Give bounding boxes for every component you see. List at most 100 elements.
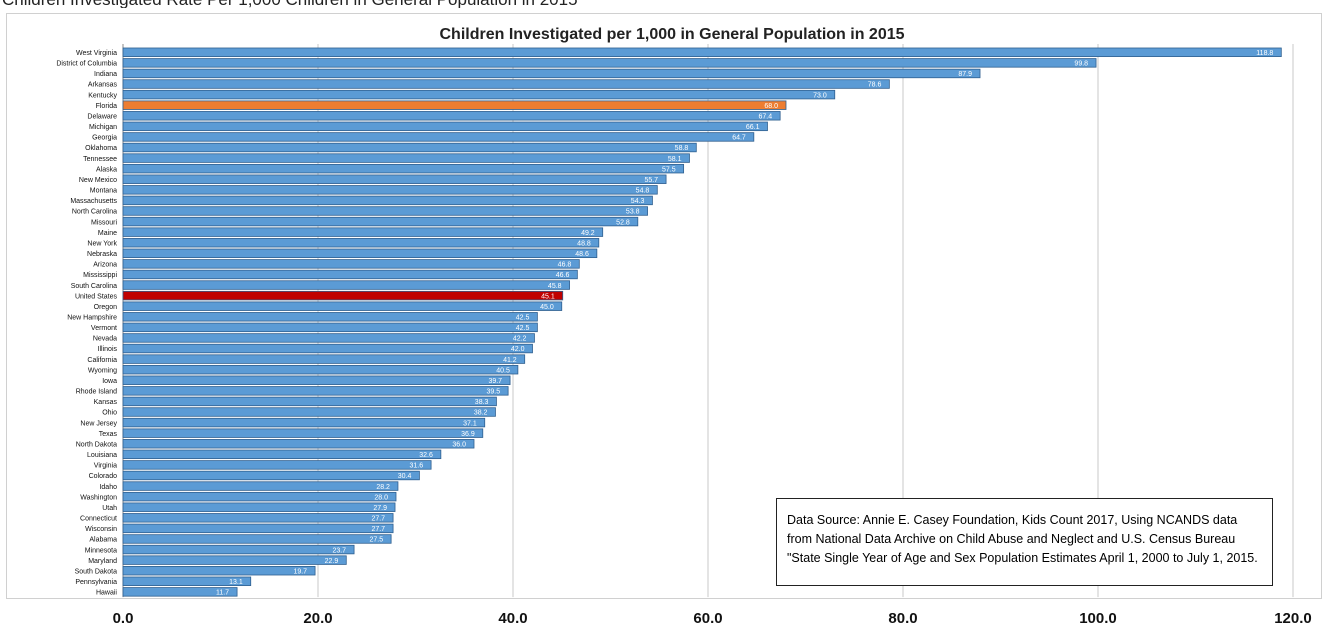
- data-source-note: Data Source: Annie E. Casey Foundation, …: [776, 498, 1273, 586]
- bar: [122, 460, 432, 470]
- value-label: 27.9: [373, 505, 387, 512]
- bar: [122, 79, 890, 89]
- value-labels: 118.8 99.8 87.9 78.6 73.0 68.0 67.4 66.164.7 58.…: [216, 50, 1273, 597]
- category-label: Connecticut: [80, 516, 117, 523]
- value-label: 37.1: [463, 420, 477, 427]
- value-label: 54.8: [636, 188, 650, 195]
- bar: [122, 269, 578, 280]
- value-label: 118.8: [1256, 50, 1273, 57]
- value-label: 32.6: [419, 452, 433, 459]
- value-label: 48.6: [575, 251, 589, 258]
- category-label: Delaware: [87, 113, 117, 120]
- value-label: 67.4: [759, 113, 773, 120]
- bar: [122, 68, 981, 79]
- bar: [122, 364, 519, 375]
- x-tick-label: 100.0: [1079, 610, 1117, 627]
- value-label: 52.8: [616, 219, 630, 226]
- bar: [122, 481, 399, 491]
- category-label: Indiana: [94, 71, 117, 78]
- category-label: Arkansas: [88, 82, 118, 89]
- category-label: District of Columbia: [56, 61, 117, 68]
- data-source-text: Data Source: Annie E. Casey Foundation, …: [787, 513, 1258, 565]
- value-label: 19.7: [293, 568, 307, 575]
- value-label: 38.3: [475, 399, 489, 406]
- value-label: 57.5: [662, 166, 676, 173]
- bar: [122, 428, 484, 438]
- category-label: Arizona: [93, 262, 117, 269]
- bar: [122, 290, 564, 301]
- value-label: 49.2: [581, 230, 595, 237]
- value-label: 45.8: [548, 283, 562, 290]
- category-label: Missouri: [91, 219, 118, 226]
- chart-title: Children Investigated per 1,000 in Gener…: [439, 26, 904, 43]
- value-label: 11.7: [216, 590, 229, 597]
- category-label: Massachusetts: [70, 198, 117, 205]
- category-label: Idaho: [99, 484, 117, 491]
- bar: [122, 259, 580, 269]
- category-label: Alaska: [96, 166, 117, 173]
- category-label: Louisiana: [87, 452, 117, 459]
- category-label: New Hampshire: [67, 314, 117, 321]
- value-label: 27.7: [371, 526, 385, 533]
- bar: [122, 142, 697, 153]
- category-label: New Jersey: [80, 420, 117, 427]
- bar: [122, 534, 392, 544]
- bar: [122, 100, 787, 110]
- bar: [122, 238, 600, 248]
- category-label: North Carolina: [72, 209, 117, 216]
- category-label: Florida: [96, 103, 118, 110]
- value-label: 55.7: [644, 177, 658, 184]
- category-label: Georgia: [92, 135, 117, 142]
- bar: [122, 312, 538, 322]
- bar: [122, 470, 420, 481]
- category-label: Oregon: [94, 304, 117, 311]
- value-label: 27.7: [371, 516, 385, 523]
- category-label: Utah: [102, 505, 117, 512]
- value-label: 40.5: [496, 367, 510, 374]
- value-label: 68.0: [764, 103, 778, 110]
- category-label: Montana: [90, 188, 117, 195]
- value-label: 42.5: [516, 325, 530, 332]
- bar: [122, 576, 252, 586]
- bars: [122, 47, 1282, 597]
- category-label: West Virginia: [76, 50, 117, 57]
- bar: [122, 587, 238, 597]
- category-label: Vermont: [91, 325, 117, 332]
- category-label: Maryland: [88, 558, 117, 565]
- value-label: 28.0: [374, 494, 388, 501]
- value-label: 13.1: [229, 579, 243, 586]
- value-label: 28.2: [376, 484, 390, 491]
- value-label: 31.6: [409, 463, 423, 470]
- bar: [122, 491, 397, 502]
- bar: [122, 153, 690, 163]
- bar: [122, 322, 538, 333]
- category-label: Nebraska: [87, 251, 117, 258]
- bar: [122, 248, 598, 259]
- value-label: 27.5: [370, 537, 384, 544]
- category-label: Maine: [98, 230, 117, 237]
- category-label: Michigan: [89, 124, 117, 131]
- category-label: North Dakota: [76, 441, 117, 448]
- category-label: New York: [87, 240, 117, 247]
- bar: [122, 280, 570, 290]
- value-label: 45.1: [541, 293, 555, 300]
- category-label: Tennessee: [83, 156, 117, 163]
- bar: [122, 195, 653, 206]
- category-label: Virginia: [94, 463, 117, 470]
- category-labels: West Virginia District of Columbia Indiana…: [56, 50, 117, 597]
- bar: [122, 301, 563, 311]
- bar: [122, 132, 755, 142]
- value-label: 87.9: [958, 71, 972, 78]
- bar: [122, 375, 511, 385]
- value-label: 58.1: [668, 156, 682, 163]
- bar: [122, 111, 781, 121]
- value-label: 45.0: [540, 304, 554, 311]
- value-label: 23.7: [332, 547, 346, 554]
- bar: [122, 163, 685, 174]
- category-label: California: [87, 357, 117, 364]
- value-label: 66.1: [746, 124, 760, 131]
- bar: [122, 439, 475, 449]
- page-title: Children Investigated Rate Per 1,000 Chi…: [2, 0, 1322, 8]
- value-label: 46.8: [558, 262, 572, 269]
- x-tick-label: 20.0: [303, 610, 332, 627]
